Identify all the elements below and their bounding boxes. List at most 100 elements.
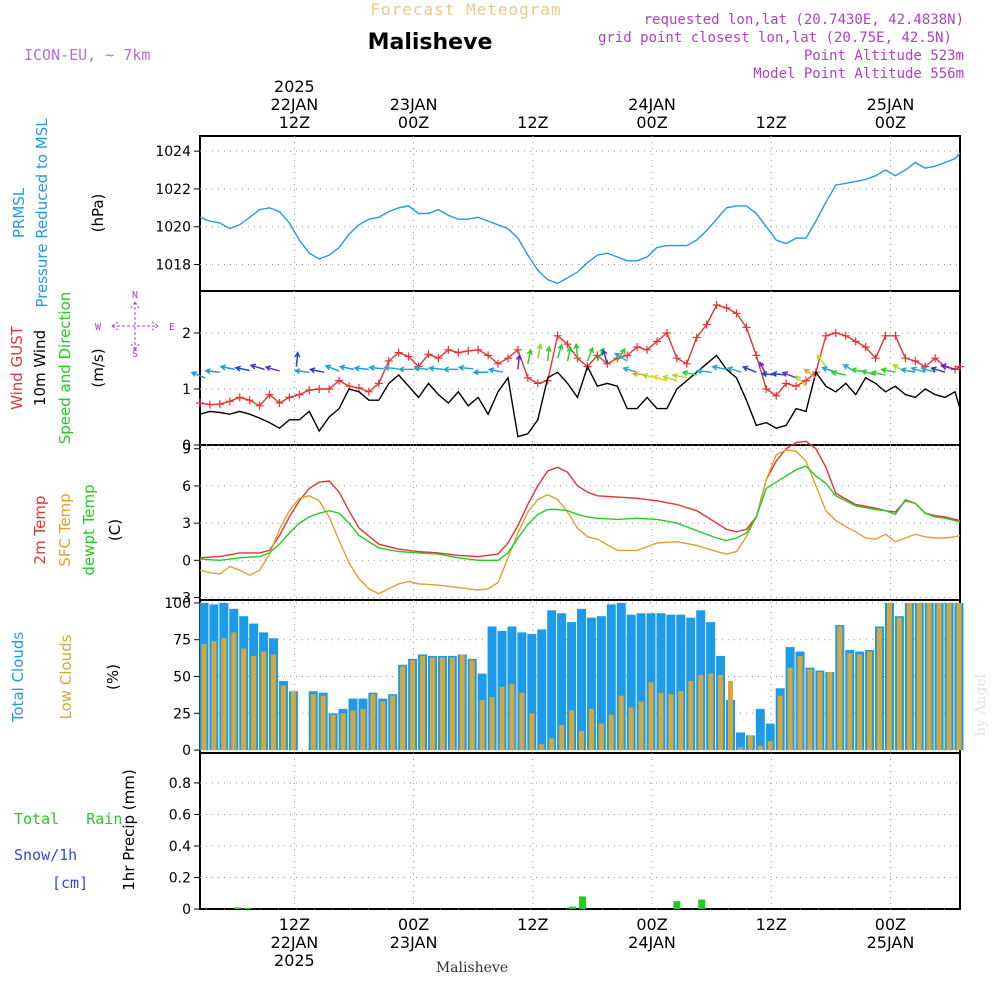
low-cloud-bar: [608, 714, 614, 751]
total-cloud-bar: [606, 604, 616, 751]
low-cloud-bar: [718, 675, 724, 751]
low-cloud-bar: [320, 695, 326, 751]
low-cloud-bar: [529, 713, 535, 751]
info-line-requested: requested lon,lat (20.7430E, 42.4838N): [644, 12, 964, 28]
low-cloud-bar: [747, 735, 753, 751]
low-cloud-bar: [658, 692, 664, 751]
low-cloud-bar: [906, 602, 912, 751]
time-tick-label: 00Z: [875, 113, 906, 132]
time-tick-label: 23JAN: [390, 95, 438, 114]
total-cloud-bar: [676, 614, 686, 751]
total-cloud-bar: [487, 626, 497, 751]
wind-arrow: [457, 364, 474, 371]
wind-arrow: [204, 368, 220, 375]
temp-unit: (C): [106, 519, 124, 541]
gust-marker: [563, 340, 572, 349]
gust-marker: [364, 387, 373, 396]
gust-marker: [956, 362, 964, 371]
low-cloud-bar: [370, 694, 376, 751]
y-tick-label: 100: [164, 596, 191, 612]
wind-arrow: [383, 364, 399, 371]
low-cloud-bar: [618, 695, 624, 751]
total-cloud-bar: [626, 614, 636, 751]
y-tick-label: 0.2: [169, 870, 191, 886]
time-tick-label: 12Z: [279, 113, 310, 132]
gust-marker: [951, 365, 960, 374]
gust-marker: [762, 385, 771, 393]
gust-marker: [851, 337, 860, 346]
wind-arrow: [573, 342, 580, 359]
gust-marker: [255, 401, 264, 410]
gust-marker: [712, 301, 721, 309]
time-tick-2: 12Z: [517, 915, 548, 934]
gust-marker: [861, 343, 870, 351]
wind-arrow: [661, 374, 678, 382]
wind-arrow: [234, 365, 250, 372]
low-cloud-bar: [241, 648, 247, 751]
wind-arrow: [515, 353, 522, 370]
time-tick-label: 00Z: [398, 113, 429, 132]
gust-marker: [652, 337, 661, 346]
gust-marker: [871, 354, 880, 363]
gust-marker: [464, 346, 473, 355]
wind-arrow: [696, 368, 712, 375]
low-cloud-bar: [559, 725, 565, 751]
compass-e-label: E: [169, 322, 175, 333]
wind-title-speed-direction: Speed and Direction: [56, 292, 74, 445]
gust-marker: [662, 329, 671, 337]
time-tick-label: 24JAN: [628, 933, 676, 952]
precip-title-snow: Snow/1h: [14, 846, 77, 864]
gust-marker: [384, 357, 393, 365]
low-cloud-bar: [837, 626, 843, 751]
low-cloud-bar: [578, 730, 584, 751]
y-tick-label: 0: [182, 743, 191, 759]
panel-0-plot: 1018 1020 1022 1024: [155, 136, 961, 291]
time-tick-label: 23JAN: [390, 933, 438, 952]
y-tick-label: 2: [182, 326, 191, 342]
gust-marker: [802, 376, 811, 385]
low-cloud-bar: [469, 660, 475, 751]
gust-marker: [623, 351, 632, 360]
y-tick-label: 75: [173, 633, 191, 649]
low-cloud-bar: [886, 602, 892, 751]
wind-arrow: [308, 367, 325, 374]
gust-marker: [335, 376, 344, 385]
wind-title-gust: Wind GUST: [8, 325, 26, 410]
low-cloud-bar: [360, 708, 366, 751]
gust-marker: [225, 397, 234, 406]
gust-marker: [821, 331, 830, 340]
chart-marks: 1018102010221024012−30369025507510000.20…: [155, 136, 964, 918]
low-cloud-bar: [956, 602, 962, 751]
gust-marker: [354, 383, 363, 392]
low-cloud-bar: [429, 657, 435, 751]
time-tick-label: 22JAN: [271, 933, 319, 952]
gust-marker: [682, 359, 691, 368]
low-cloud-bar: [420, 655, 426, 751]
y-tick-label: 3: [182, 516, 191, 532]
total-cloud-bar: [547, 610, 557, 751]
gust-marker: [553, 331, 562, 340]
time-tick-label: 12Z: [279, 915, 310, 934]
wind-arrow: [219, 364, 235, 371]
temp-title-2m: 2m Temp: [31, 496, 49, 565]
temp-panel: [199, 444, 961, 601]
precip-panel: [199, 752, 961, 910]
panel-4-plot: 0 0.2 0.4 0.6 0.8: [169, 753, 960, 918]
low-cloud-bar: [787, 667, 793, 751]
low-cloud-bar: [936, 602, 942, 751]
precip-bar: [698, 899, 706, 909]
clouds-title-total: Total Clouds: [9, 632, 27, 724]
low-cloud-bar: [668, 694, 674, 751]
wind-arrow: [741, 365, 757, 373]
y-tick-label: −3: [170, 591, 191, 607]
precip-bar: [673, 901, 681, 909]
total-cloud-bar: [576, 608, 586, 751]
low-cloud-bar: [797, 655, 803, 751]
gust-marker: [404, 352, 413, 361]
gust-marker: [215, 400, 224, 409]
low-cloud-bar: [410, 660, 416, 751]
low-cloud-bar: [777, 695, 783, 751]
gust-marker: [901, 354, 910, 363]
